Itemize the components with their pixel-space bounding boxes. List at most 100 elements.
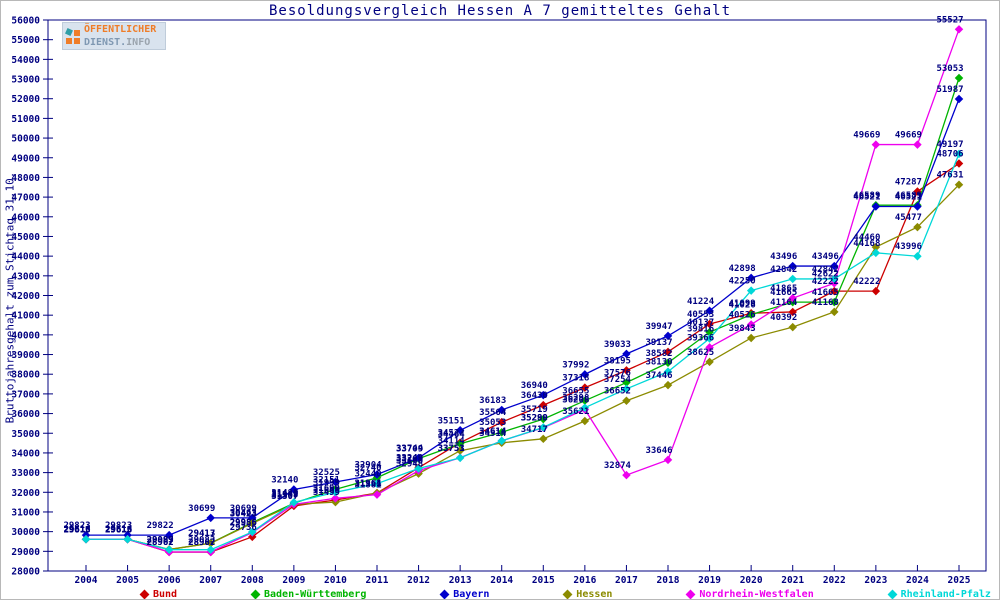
data-point-label: 31881 (354, 481, 381, 491)
data-point-label: 41026 (729, 301, 756, 311)
data-point-label: 29613 (105, 525, 132, 535)
x-tick-label: 2006 (158, 575, 181, 586)
data-point-marker (497, 405, 506, 415)
data-point-marker (539, 400, 548, 410)
data-point-label: 36183 (479, 396, 506, 406)
legend-marker-icon (250, 589, 261, 599)
x-tick-label: 2004 (75, 575, 98, 586)
data-point-marker (580, 396, 590, 405)
data-point-label: 53053 (936, 64, 963, 74)
chart-title: Besoldungsvergleich Hessen A 7 gemittelt… (268, 3, 731, 19)
x-tick-label: 2025 (948, 575, 971, 586)
logo-line2-dienst: DIENST. (84, 36, 127, 48)
data-point-label: 34522 (438, 429, 465, 439)
data-point-marker (580, 383, 590, 392)
data-point-marker (663, 331, 673, 341)
y-tick-label: 37000 (11, 389, 40, 400)
data-point-label: 35280 (521, 414, 548, 424)
data-point-marker (705, 327, 714, 337)
data-point-marker (455, 446, 465, 455)
data-point-label: 33751 (438, 444, 465, 454)
data-point-label: 30463 (230, 509, 257, 519)
data-point-label: 31389 (271, 490, 298, 500)
data-point-label: 49669 (853, 131, 880, 141)
data-point-label: 32740 (354, 464, 381, 474)
data-point-label: 41164 (770, 298, 798, 308)
data-point-label: 32874 (604, 461, 632, 471)
data-point-marker (913, 140, 922, 149)
data-point-marker (455, 453, 465, 463)
data-point-label: 36940 (521, 381, 548, 391)
y-tick-label: 39000 (11, 350, 40, 361)
data-point-label: 30423 (230, 509, 257, 519)
data-point-label: 33753 (438, 444, 465, 454)
data-point-label: 41099 (729, 299, 756, 309)
y-tick-label: 49000 (11, 153, 40, 164)
data-point-label: 42842 (812, 265, 839, 275)
data-point-marker (830, 261, 839, 271)
data-point-marker (372, 470, 382, 479)
data-point-label: 33249 (396, 454, 423, 464)
logo-text: ÖFFENTLICHER DIENST.INFO (84, 24, 156, 48)
data-point-label: 32525 (313, 468, 340, 478)
data-point-label: 43496 (770, 252, 797, 262)
data-point-marker (871, 286, 881, 296)
data-point-label: 30699 (188, 504, 215, 514)
x-tick-label: 2007 (199, 575, 222, 586)
data-point-label: 28962 (188, 538, 215, 548)
data-point-label: 32948 (396, 460, 423, 470)
data-point-label: 29613 (63, 525, 90, 535)
legend-label: Nordrhein-Westfalen (699, 588, 814, 600)
data-point-label: 39366 (687, 333, 714, 343)
data-point-label: 32440 (354, 470, 381, 480)
data-point-marker (663, 455, 673, 465)
data-point-label: 37446 (645, 371, 672, 381)
data-point-label: 29413 (188, 529, 215, 539)
oeffentlicher-dienst-logo: ÖFFENTLICHER DIENST.INFO (62, 22, 166, 50)
legend-item-nordrhein-westfalen: Nordrhein-Westfalen (685, 588, 814, 600)
legend-item-bayern: Bayern (439, 588, 490, 600)
data-point-label: 43496 (812, 252, 839, 262)
data-point-label: 34717 (521, 425, 548, 435)
data-point-marker (580, 370, 590, 379)
y-tick-label: 50000 (11, 134, 40, 145)
data-point-label: 29616 (105, 525, 132, 535)
data-point-marker (705, 319, 714, 329)
data-point-marker (331, 488, 340, 497)
data-point-marker (663, 358, 673, 368)
data-point-label: 42898 (729, 264, 756, 274)
data-point-marker (830, 286, 839, 296)
data-point-marker (788, 307, 797, 317)
y-tick-label: 54000 (11, 55, 40, 66)
data-point-label: 28967 (147, 538, 174, 548)
legend-label: Bayern (453, 588, 490, 600)
data-point-label: 42250 (729, 277, 756, 287)
data-point-marker (455, 439, 465, 449)
y-tick-label: 55000 (11, 35, 40, 46)
legend-label: Rheinland-Pfalz (900, 588, 991, 600)
y-tick-label: 52000 (11, 94, 40, 105)
y-tick-label: 42000 (11, 291, 40, 302)
data-point-label: 32904 (354, 460, 382, 470)
data-point-label: 46521 (853, 193, 880, 203)
x-tick-label: 2010 (324, 575, 347, 586)
x-tick-label: 2005 (116, 575, 139, 586)
data-point-label: 29822 (147, 521, 174, 531)
data-point-label: 33744 (396, 444, 424, 454)
data-point-label: 29083 (188, 536, 215, 546)
data-point-label: 29097 (147, 535, 174, 545)
data-point-marker (746, 320, 756, 329)
data-point-label: 38625 (687, 348, 714, 358)
data-point-marker (788, 274, 797, 284)
data-point-label: 35151 (438, 416, 465, 426)
data-point-label: 34614 (479, 427, 507, 437)
data-point-label: 37254 (604, 375, 632, 385)
data-point-marker (497, 427, 506, 437)
data-point-label: 29956 (230, 519, 257, 529)
data-point-marker (372, 490, 382, 499)
y-tick-label: 40000 (11, 330, 40, 341)
data-point-label: 33646 (645, 446, 672, 456)
data-point-marker (746, 333, 756, 343)
data-point-marker (954, 25, 964, 34)
